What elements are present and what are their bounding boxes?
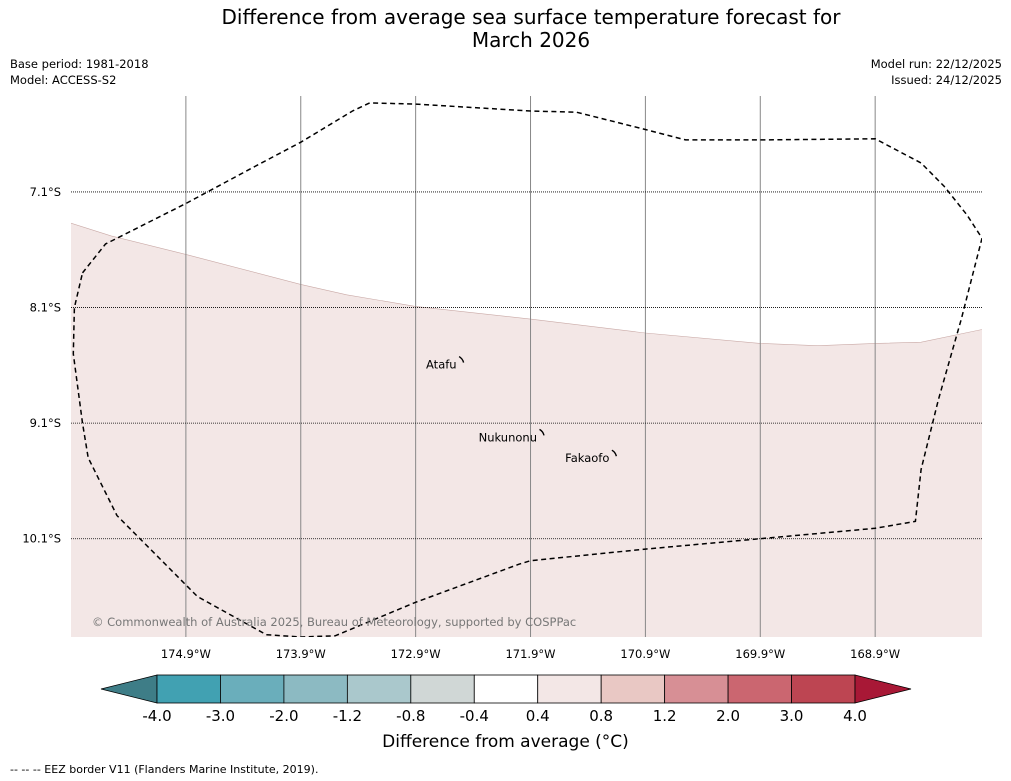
lon-tick-label-2: 172.9°W	[391, 647, 441, 661]
colorbar-segment-3	[346, 674, 412, 704]
lon-tick-label-1: 173.9°W	[276, 647, 326, 661]
colorbar-tick-label-6: 0.4	[526, 707, 550, 725]
colorbar-tick-label-11: 4.0	[843, 707, 867, 725]
colorbar-tick-label-7: 0.8	[589, 707, 613, 725]
colorbar-tick-label-8: 1.2	[653, 707, 677, 725]
model-run-text: Model run: 22/12/2025	[870, 57, 1002, 71]
model-info: Base period: 1981-2018 Model: ACCESS-S2	[10, 56, 149, 88]
colorbar-tick-label-10: 3.0	[780, 707, 804, 725]
colorbar-segment-8	[664, 674, 729, 704]
model-name-text: Model: ACCESS-S2	[10, 73, 117, 87]
atoll-marker-fakaofo	[611, 449, 618, 457]
colorbar-segment-4	[410, 674, 475, 704]
atoll-label-atafu: Atafu	[426, 358, 457, 372]
colorbar-segment-7	[600, 674, 666, 704]
colorbar-tick-label-4: -0.8	[396, 707, 425, 725]
map-title-line-2: March 2026	[471, 28, 591, 52]
lat-tick-label-1: 8.1°S	[30, 301, 61, 315]
colorbar-label: Difference from average (°C)	[382, 732, 629, 752]
lon-tick-label-5: 169.9°W	[735, 647, 785, 661]
colorbar-segment-9	[727, 674, 792, 704]
map-title: Difference from average sea surface temp…	[0, 6, 1011, 52]
eez-border-legend: -- -- -- EEZ border V11 (Flanders Marine…	[10, 763, 319, 776]
colorbar-tick-label-1: -3.0	[206, 707, 235, 725]
lat-tick-label-3: 10.1°S	[22, 532, 61, 546]
colorbar-tick-label-0: -4.0	[142, 707, 171, 725]
colorbar-segment-10	[791, 674, 856, 704]
lon-tick-label-3: 171.9°W	[505, 647, 555, 661]
anomaly-region	[71, 223, 982, 637]
lat-tick-label-2: 9.1°S	[30, 416, 61, 430]
eez-border	[72, 102, 982, 637]
colorbar-tick-label-9: 2.0	[716, 707, 740, 725]
colorbar-segment-0	[156, 674, 221, 704]
copyright-notice: © Commonwealth of Australia 2025, Bureau…	[92, 615, 576, 629]
colorbar-segment-1	[220, 674, 285, 704]
map-title-line-1: Difference from average sea surface temp…	[221, 5, 841, 29]
lat-tick-label-0: 7.1°S	[30, 185, 61, 199]
colorbar-tick-label-3: -1.2	[333, 707, 362, 725]
lon-tick-label-6: 168.9°W	[850, 647, 900, 661]
colorbar-segment-2	[283, 674, 348, 704]
colorbar-tick-label-5: -0.4	[460, 707, 489, 725]
lon-tick-label-4: 170.9°W	[620, 647, 670, 661]
colorbar: -4.0 -3.0 -2.0 -1.2 -0.8 -0.4 0.4 0.8 1.2 2.0 3.0 4…	[100, 674, 912, 725]
run-info: Model run: 22/12/2025 Issued: 24/12/2025	[871, 56, 1002, 88]
map-panel: Atafu Nukunonu Fakaofo © Commonwealth of Au…	[22, 96, 982, 661]
atoll-label-nukunonu: Nukunonu	[479, 430, 537, 444]
base-period-text: Base period: 1981-2018	[10, 57, 149, 71]
lon-tick-label-0: 174.9°W	[161, 647, 211, 661]
map-body: Atafu Nukunonu Fakaofo © Commonwealth of Au…	[71, 96, 982, 637]
colorbar-segment-5	[473, 674, 539, 704]
atoll-marker-nukunonu	[539, 428, 545, 436]
colorbar-tick-label-2: -2.0	[269, 707, 298, 725]
issued-date-text: Issued: 24/12/2025	[891, 73, 1002, 87]
atoll-marker-atafu	[458, 355, 465, 363]
colorbar-segment-6	[537, 674, 602, 704]
colorbar-extend-low	[100, 674, 158, 704]
atoll-label-fakaofo: Fakaofo	[565, 451, 609, 465]
colorbar-extend-high	[854, 674, 912, 704]
